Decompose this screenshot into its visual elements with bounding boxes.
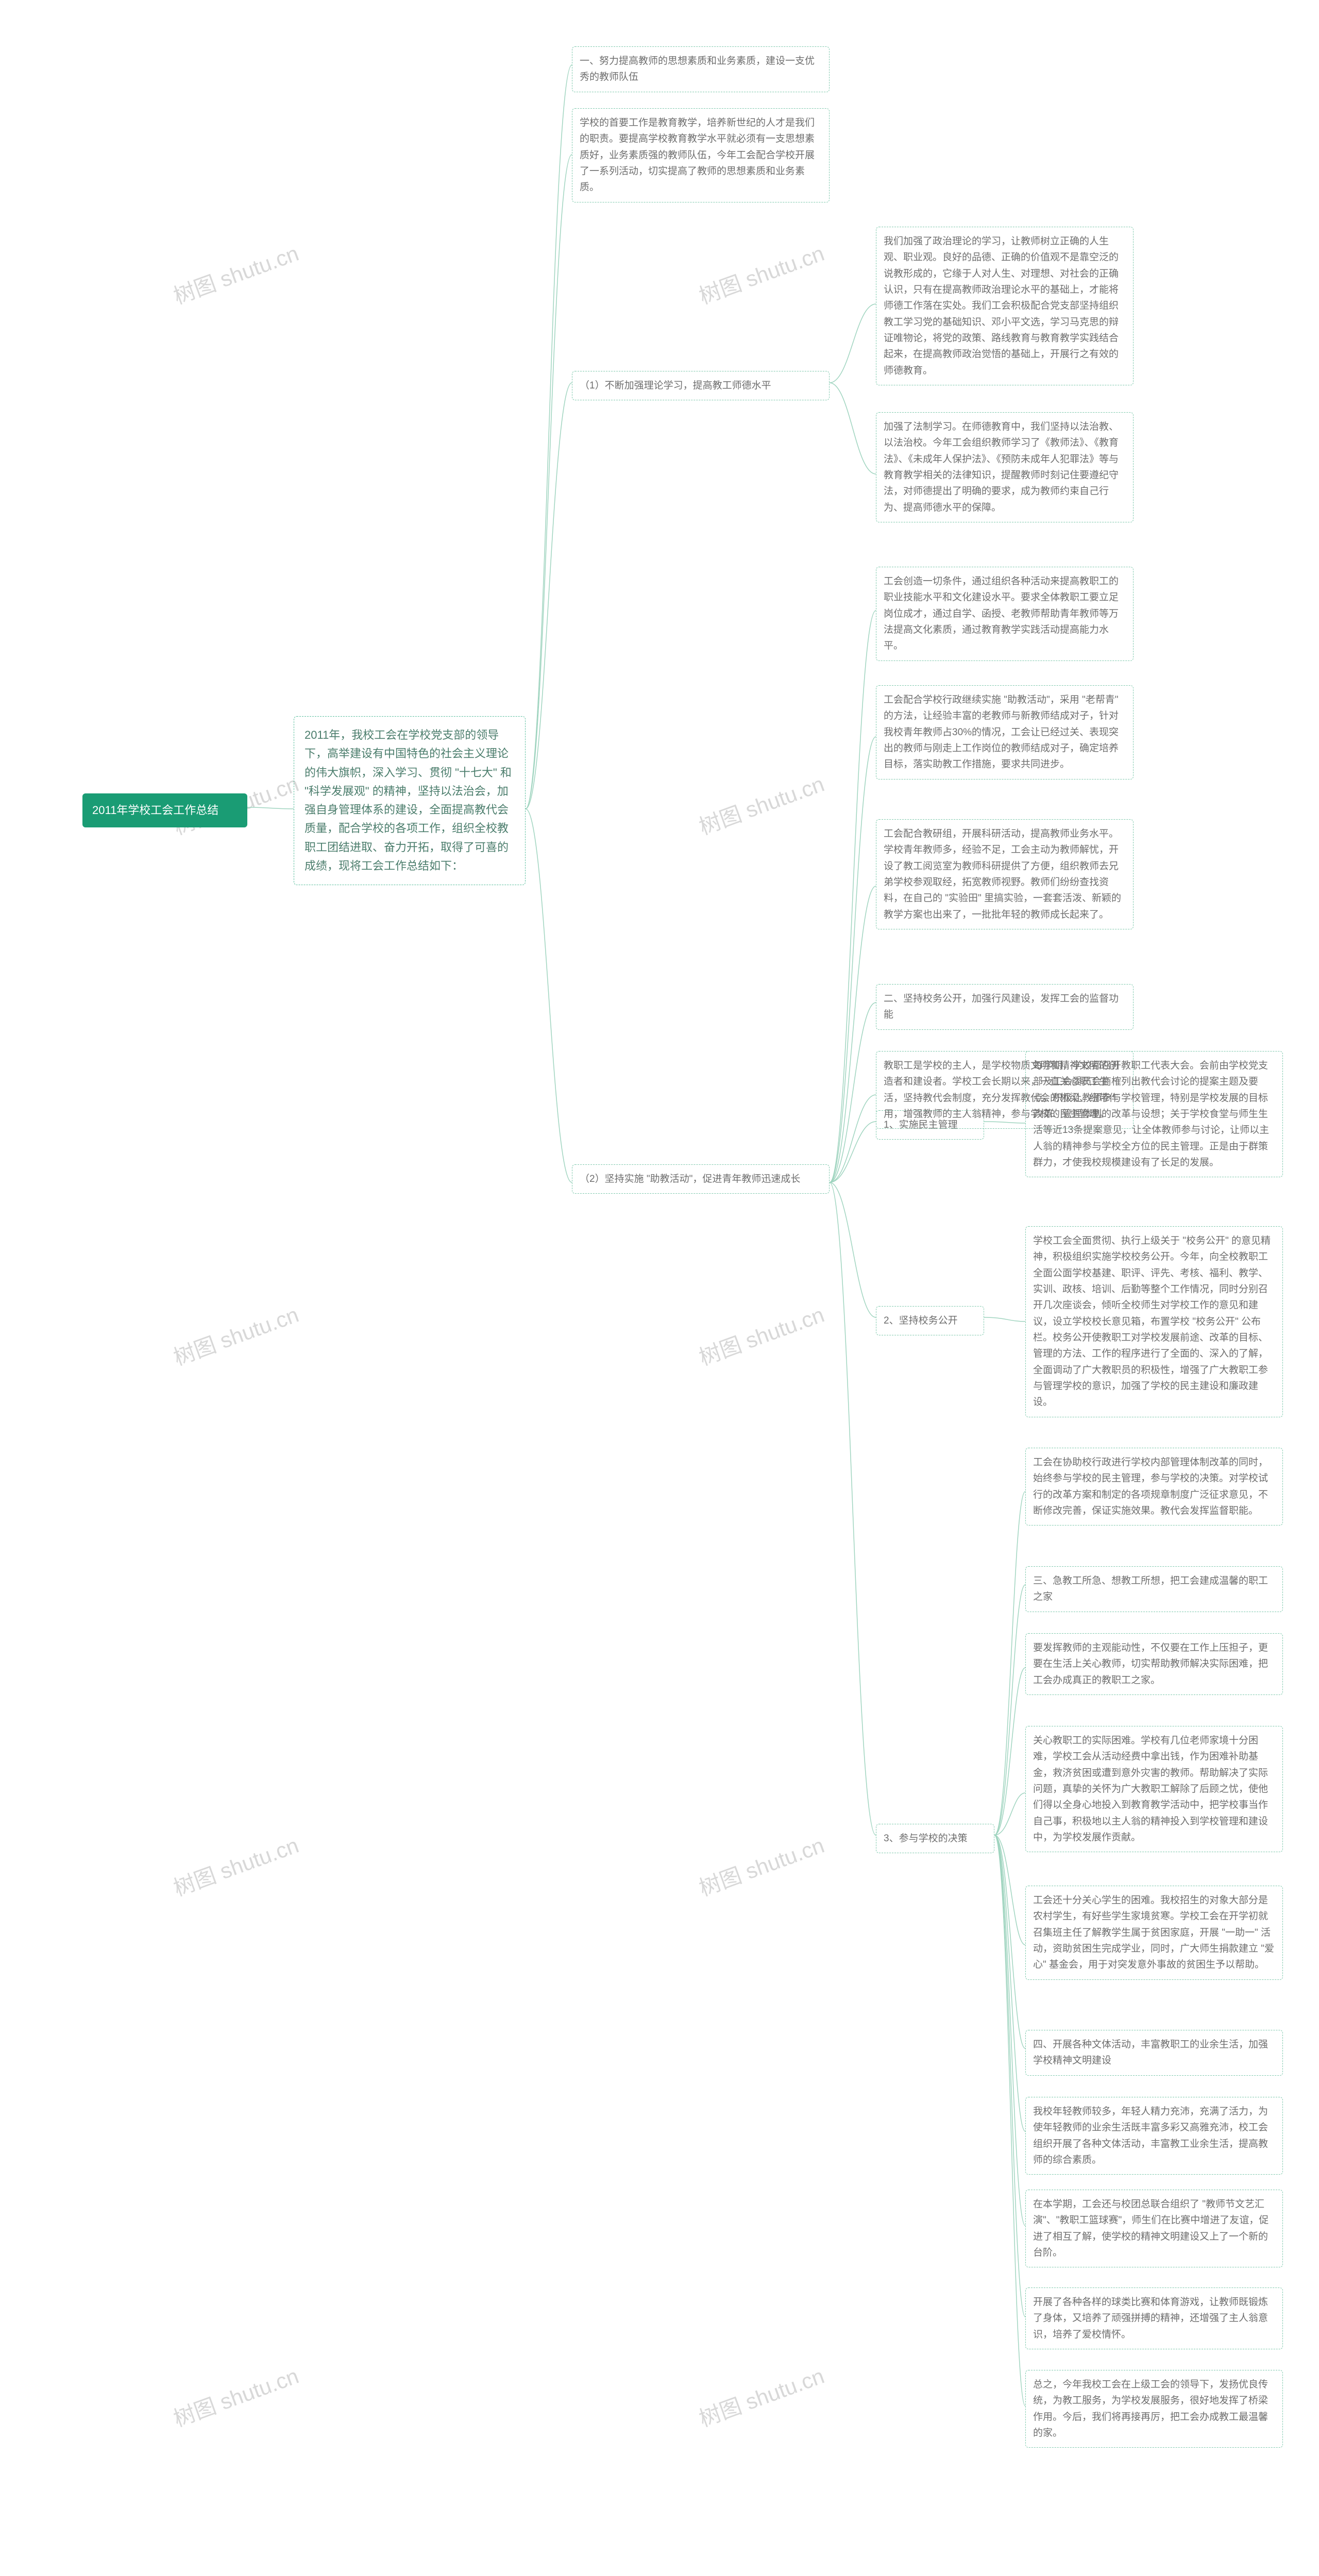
- leaf-node: 要发挥教师的主观能动性，不仅要在工作上压担子，更要在生活上关心教师，切实帮助教师…: [1025, 1633, 1283, 1695]
- leaf-node: 学校工会全面贯彻、执行上级关于 "校务公开" 的意见精神，积极组织实施学校校务公…: [1025, 1226, 1283, 1417]
- leaf-node: 一、努力提高教师的思想素质和业务素质，建设一支优秀的教师队伍: [572, 46, 830, 92]
- watermark: 树图 shutu.cn: [694, 1297, 828, 1371]
- watermark: 树图 shutu.cn: [168, 1297, 302, 1371]
- leaf-node: 四、开展各种文体活动，丰富教职工的业余生活，加强学校精神文明建设: [1025, 2030, 1283, 2076]
- mid-node-1: （1）不断加强理论学习，提高教工师德水平: [572, 371, 830, 400]
- leaf-node: 二、坚持校务公开，加强行风建设，发挥工会的监督功能: [876, 984, 1134, 1030]
- leaf-node: 总之，今年我校工会在上级工会的领导下，发扬优良传统，为教工服务，为学校发展服务，…: [1025, 2370, 1283, 2448]
- intro-node: 2011年，我校工会在学校党支部的领导下，高举建设有中国特色的社会主义理论的伟大…: [294, 716, 526, 885]
- root-node: 2011年学校工会工作总结: [82, 793, 247, 827]
- mid-node-2: （2）坚持实施 "助教活动"，促进青年教师迅速成长: [572, 1164, 830, 1194]
- leaf-node: 我校年轻教师较多，年轻人精力充沛，充满了活力，为使年轻教师的业余生活既丰富多彩又…: [1025, 2097, 1283, 2175]
- leaf-node: 加强了法制学习。在师德教育中，我们坚持以法治教、以法治校。今年工会组织教师学习了…: [876, 412, 1134, 522]
- leaf-node: 学校的首要工作是教育教学，培养新世纪的人才是我们的职责。要提高学校教育教学水平就…: [572, 108, 830, 202]
- leaf-node: 三、急教工所急、想教工所想，把工会建成温馨的职工之家: [1025, 1566, 1283, 1612]
- leaf-node: 工会配合教研组，开展科研活动，提高教师业务水平。学校青年教师多，经验不足，工会主…: [876, 819, 1134, 929]
- leaf-node: 工会在协助校行政进行学校内部管理体制改革的同时，始终参与学校的民主管理，参与学校…: [1025, 1448, 1283, 1526]
- leaf-node: 每学期，学校都召开教职工代表大会。会前由学校党支部及工会委员会商榷列出教代会讨论…: [1025, 1051, 1283, 1177]
- watermark: 树图 shutu.cn: [168, 236, 302, 310]
- watermark: 树图 shutu.cn: [694, 2359, 828, 2433]
- leaf-node: 在本学期，工会还与校团总联合组织了 "教师节文艺汇演"、"教职工篮球赛"，师生们…: [1025, 2190, 1283, 2267]
- watermark: 树图 shutu.cn: [694, 767, 828, 841]
- mid-node-23: 3、参与学校的决策: [876, 1824, 994, 1853]
- leaf-node: 工会配合学校行政继续实施 "助教活动"，采用 "老帮青" 的方法，让经验丰富的老…: [876, 685, 1134, 779]
- watermark: 树图 shutu.cn: [694, 236, 828, 310]
- watermark: 树图 shutu.cn: [168, 2359, 302, 2433]
- leaf-node: 关心教职工的实际困难。学校有几位老师家境十分困难，学校工会从活动经费中拿出钱，作…: [1025, 1726, 1283, 1852]
- mid-node-22: 2、坚持校务公开: [876, 1306, 984, 1335]
- watermark: 树图 shutu.cn: [694, 1828, 828, 1902]
- leaf-node: 开展了各种各样的球类比赛和体育游戏，让教师既锻炼了身体，又培养了顽强拼搏的精神，…: [1025, 2287, 1283, 2349]
- leaf-node: 我们加强了政治理论的学习，让教师树立正确的人生观、职业观。良好的品德、正确的价值…: [876, 227, 1134, 385]
- watermark: 树图 shutu.cn: [168, 1828, 302, 1902]
- leaf-node: 工会创造一切条件，通过组织各种活动来提高教职工的职业技能水平和文化建设水平。要求…: [876, 567, 1134, 661]
- leaf-node: 工会还十分关心学生的困难。我校招生的对象大部分是农村学生，有好些学生家境贫寒。学…: [1025, 1886, 1283, 1980]
